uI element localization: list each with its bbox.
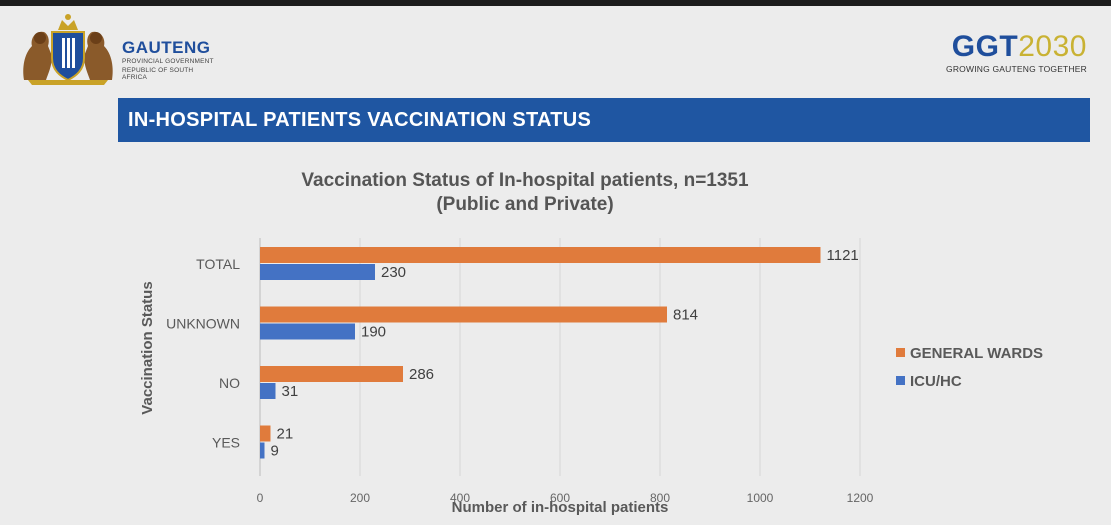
bar-icu-hc (260, 383, 276, 399)
x-axis-ticks: 0 200 400 600 800 1000 1200 (257, 491, 874, 505)
bar-icu-hc (260, 442, 265, 459)
y-category-label: NO (219, 375, 240, 391)
y-category-label: UNKNOWN (166, 316, 240, 332)
data-label: 230 (381, 264, 406, 281)
org-name: GAUTENG (122, 38, 211, 57)
bars: 1121 230 814 190 286 31 219 (260, 247, 859, 460)
ggt-tagline: GROWING GAUTENG TOGETHER (946, 64, 1087, 74)
y-axis-categories: TOTAL UNKNOWN NO YES (166, 256, 240, 451)
data-label: 814 (673, 307, 698, 324)
data-label: 1121 (827, 247, 859, 264)
data-label: 286 (409, 366, 434, 383)
x-tick-label: 0 (257, 491, 264, 505)
legend-label: ICU/HC (910, 373, 962, 390)
legend: GENERAL WARDS ICU/HC (896, 345, 1043, 390)
slide-title-banner: IN-HOSPITAL PATIENTS VACCINATION STATUS (118, 98, 1090, 142)
y-category-label: YES (212, 435, 240, 451)
x-axis-label: Number of in-hospital patients (452, 499, 669, 516)
gauteng-logo: GAUTENG PROVINCIAL GOVERNMENT REPUBLIC O… (18, 10, 218, 86)
bar-general-wards (260, 247, 821, 263)
y-category-label: TOTAL (196, 256, 240, 272)
vaccination-chart: Vaccination Status of In-hospital patien… (0, 150, 1111, 520)
bar-general-wards (260, 425, 271, 442)
legend-swatch (896, 376, 905, 385)
ggt-year: 2030 (1018, 30, 1087, 63)
coat-of-arms-icon (23, 14, 113, 85)
x-tick-label: 200 (350, 491, 370, 505)
chart-title: Vaccination Status of In-hospital patien… (301, 170, 749, 191)
data-label: 190 (361, 324, 386, 341)
x-tick-label: 600 (550, 491, 570, 505)
bar-chart-svg: Vaccination Status of In-hospital patien… (139, 170, 1043, 516)
ggt-prefix: GGT (951, 30, 1019, 63)
bar-icu-hc (260, 323, 355, 340)
data-label: 21 (277, 426, 294, 443)
org-country: REPUBLIC OF SOUTH AFRICA (122, 67, 194, 81)
x-tick-label: 800 (650, 491, 670, 505)
org-subtitle: PROVINCIAL GOVERNMENT (122, 58, 214, 65)
y-axis-label: Vaccination Status (139, 281, 156, 414)
legend-swatch (896, 348, 905, 357)
chart-subtitle: (Public and Private) (436, 194, 613, 215)
x-tick-label: 1000 (747, 491, 774, 505)
x-tick-label: 1200 (847, 491, 874, 505)
bar-icu-hc (260, 264, 375, 280)
bar-general-wards (260, 306, 667, 323)
ggt-wordmark: GGT2030 (927, 32, 1087, 62)
bar-general-wards (260, 366, 403, 382)
data-label: 9 (271, 443, 279, 460)
data-label: 31 (282, 383, 299, 400)
legend-label: GENERAL WARDS (910, 345, 1043, 362)
top-strip (0, 0, 1111, 6)
x-tick-label: 400 (450, 491, 470, 505)
ggt2030-logo: GGT2030 GROWING GAUTENG TOGETHER (927, 32, 1087, 76)
